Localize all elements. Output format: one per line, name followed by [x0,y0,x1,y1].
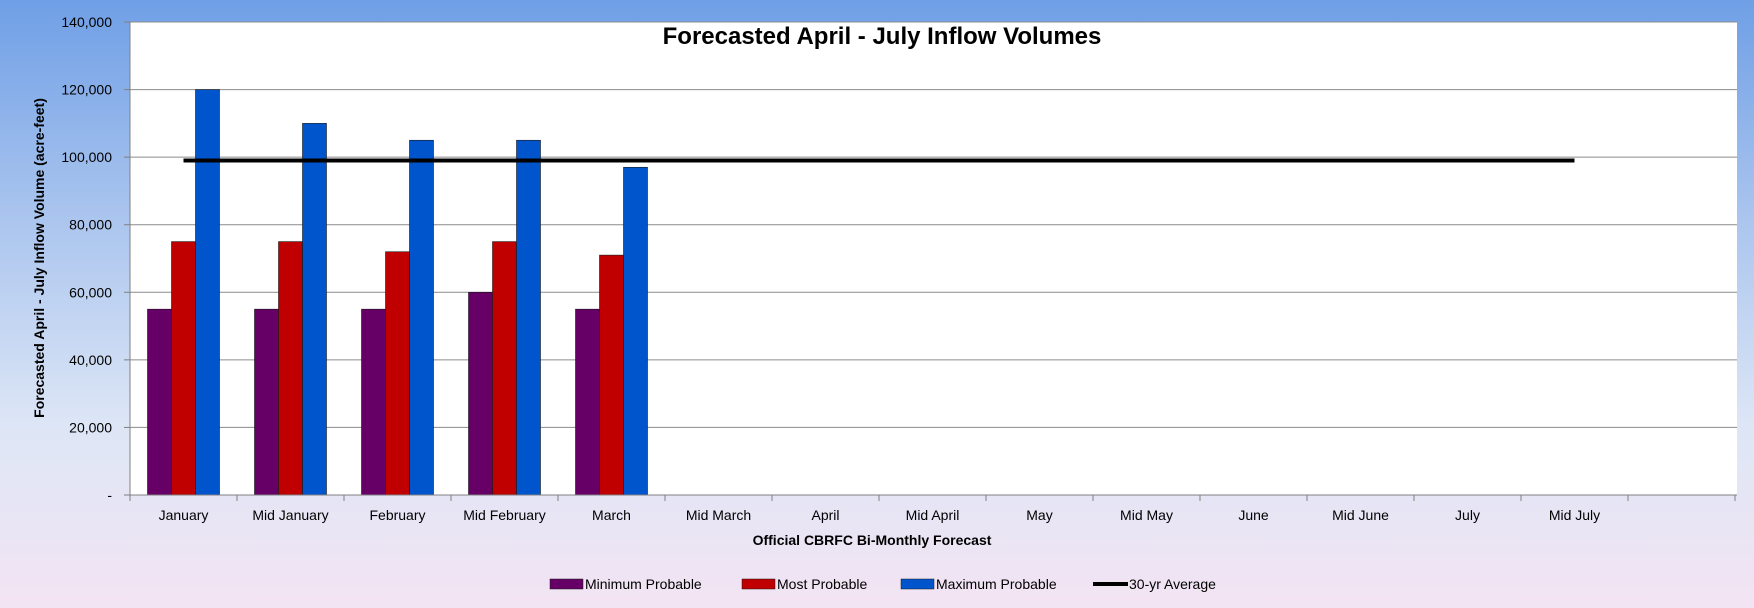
x-tick-label: June [1238,507,1269,523]
legend-label-maximum-probable: Maximum Probable [936,576,1057,592]
y-tick-labels: - 20,000 40,000 60,000 80,000 100,000 120,000 1… [61,14,112,503]
bar-maximum-probable [623,166,648,496]
bar-minimum-probable [468,291,493,496]
bar-most-probable [171,241,196,496]
legend-swatch-most-probable [741,578,776,590]
bar-minimum-probable [147,308,172,496]
y-tick-label: 40,000 [69,352,112,368]
bar-maximum-probable [302,123,327,496]
legend-label-minimum-probable: Minimum Probable [585,576,702,592]
legend-swatch-minimum-probable [549,578,584,590]
y-tick-label: - [107,487,112,503]
x-tick-label: July [1455,507,1480,523]
x-tick-label: March [592,507,631,523]
legend-label-most-probable: Most Probable [777,576,867,592]
bar-most-probable [385,251,410,496]
y-tick-label: 120,000 [61,82,112,98]
y-tick-label: 140,000 [61,14,112,30]
x-axis-title: Official CBRFC Bi-Monthly Forecast [753,532,992,548]
chart-title: Forecasted April - July Inflow Volumes [663,23,1102,50]
legend-swatch-maximum-probable [900,578,935,590]
x-tick-label: Mid July [1549,507,1600,523]
x-tick-label: February [369,507,425,523]
bar-maximum-probable [516,139,541,496]
y-tick-label: 80,000 [69,217,112,233]
x-tick-labels: January Mid January February Mid February Ma… [159,507,1601,523]
y-axis-title: Forecasted April - July Inflow Volume (a… [31,98,47,418]
bar-most-probable [492,241,517,496]
x-tick-label: Mid April [906,507,960,523]
bar-maximum-probable [195,89,220,496]
y-tick-label: 20,000 [69,419,112,435]
bar-minimum-probable [361,308,386,496]
x-tick-label: Mid February [463,507,545,523]
bars [147,89,648,496]
bar-minimum-probable [575,308,600,496]
x-tick-label: April [811,507,839,523]
legend: Minimum Probable Most Probable Maximum Pro… [549,576,1216,592]
bar-maximum-probable [409,139,434,496]
x-tick-label: January [159,507,209,523]
legend-label-30-yr-average: 30-yr Average [1129,576,1216,592]
x-tick-label: Mid May [1120,507,1173,523]
y-tick-label: 60,000 [69,284,112,300]
x-tick-label: May [1026,507,1052,523]
x-tick-label: Mid March [686,507,751,523]
axes [129,22,1737,501]
bar-most-probable [278,241,303,496]
x-tick-label: Mid June [1332,507,1389,523]
bar-most-probable [599,254,624,496]
y-tick-label: 100,000 [61,149,112,165]
x-tick-label: Mid January [252,507,328,523]
bar-minimum-probable [254,308,279,496]
